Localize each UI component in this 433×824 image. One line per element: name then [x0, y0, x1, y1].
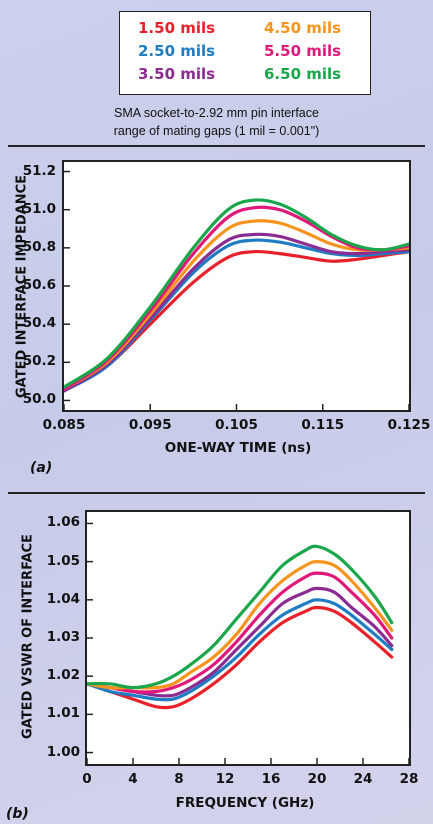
series-line-2-50-mils [87, 598, 394, 702]
legend-item-6-50: 6.50 mils [264, 65, 342, 83]
legend-box: 1.50 mils 4.50 mils 2.50 mils 5.50 mils … [119, 11, 371, 95]
ytick-label: 1.05 [46, 552, 80, 569]
series-line-6-50-mils [87, 544, 394, 690]
plot-a-xlabel: ONE-WAY TIME (ns) [164, 440, 312, 456]
xtick-label: 8 [174, 771, 184, 787]
series-line-1-50-mils [64, 249, 409, 393]
ytick-label: 1.02 [46, 667, 80, 684]
xtick-label: 0.085 [42, 417, 86, 433]
ytick-label: 50.2 [22, 353, 56, 370]
xtick-label: 0 [82, 771, 92, 787]
xtick-label: 0.125 [387, 417, 431, 433]
ytick-label: 1.06 [46, 514, 80, 531]
ytick-label: 1.04 [46, 590, 80, 607]
ytick-label: 1.03 [46, 629, 80, 645]
series-line-4-50-mils [87, 560, 394, 690]
legend-item-3-50: 3.50 mils [138, 65, 216, 83]
series-line-1-50-mils [87, 605, 394, 710]
ytick-label: 50.4 [22, 315, 56, 332]
xtick-label: 28 [399, 771, 419, 787]
ytick-label: 1.00 [46, 743, 80, 760]
ytick-label: 51.0 [22, 200, 56, 217]
xtick-label: 20 [307, 771, 327, 787]
caption-line-2: range of mating gaps (1 mil = 0.001") [113, 124, 320, 138]
ytick-label: 50.6 [22, 277, 56, 293]
caption-line-1: SMA socket-to-2.92 mm pin interface [114, 106, 319, 120]
ytick-label: 50.0 [22, 391, 56, 408]
ytick-label: 50.8 [22, 238, 56, 255]
plot-a-panel-tag: (a) [30, 460, 53, 476]
series-line-4-50-mils [64, 219, 409, 391]
legend-item-1-50: 1.50 mils [138, 19, 216, 37]
ytick-label: 1.01 [46, 705, 80, 722]
xtick-label: 24 [353, 771, 373, 787]
legend-item-2-50: 2.50 mils [138, 42, 216, 60]
xtick-label: 16 [261, 771, 281, 787]
series-line-3-50-mils [64, 232, 409, 393]
xtick-label: 0.115 [301, 417, 345, 433]
plot-b-panel-tag: (b) [6, 806, 29, 822]
xtick-label: 4 [128, 771, 138, 787]
xtick-label: 0.095 [128, 417, 172, 433]
plot-b-xlabel: FREQUENCY (GHz) [175, 795, 315, 811]
plot-a-frame [62, 160, 411, 412]
series-line-2-50-mils [64, 238, 409, 393]
divider-top [8, 145, 425, 147]
series-line-3-50-mils [87, 586, 394, 698]
divider-middle [8, 492, 425, 494]
series-line-5-50-mils [64, 205, 409, 391]
xtick-label: 12 [215, 771, 235, 787]
legend-item-5-50: 5.50 mils [264, 42, 342, 60]
xtick-label: 0.105 [215, 417, 258, 433]
series-line-5-50-mils [87, 571, 394, 694]
ytick-label: 51.2 [22, 162, 56, 179]
legend-item-4-50: 4.50 mils [264, 19, 342, 37]
series-line-6-50-mils [64, 198, 409, 389]
